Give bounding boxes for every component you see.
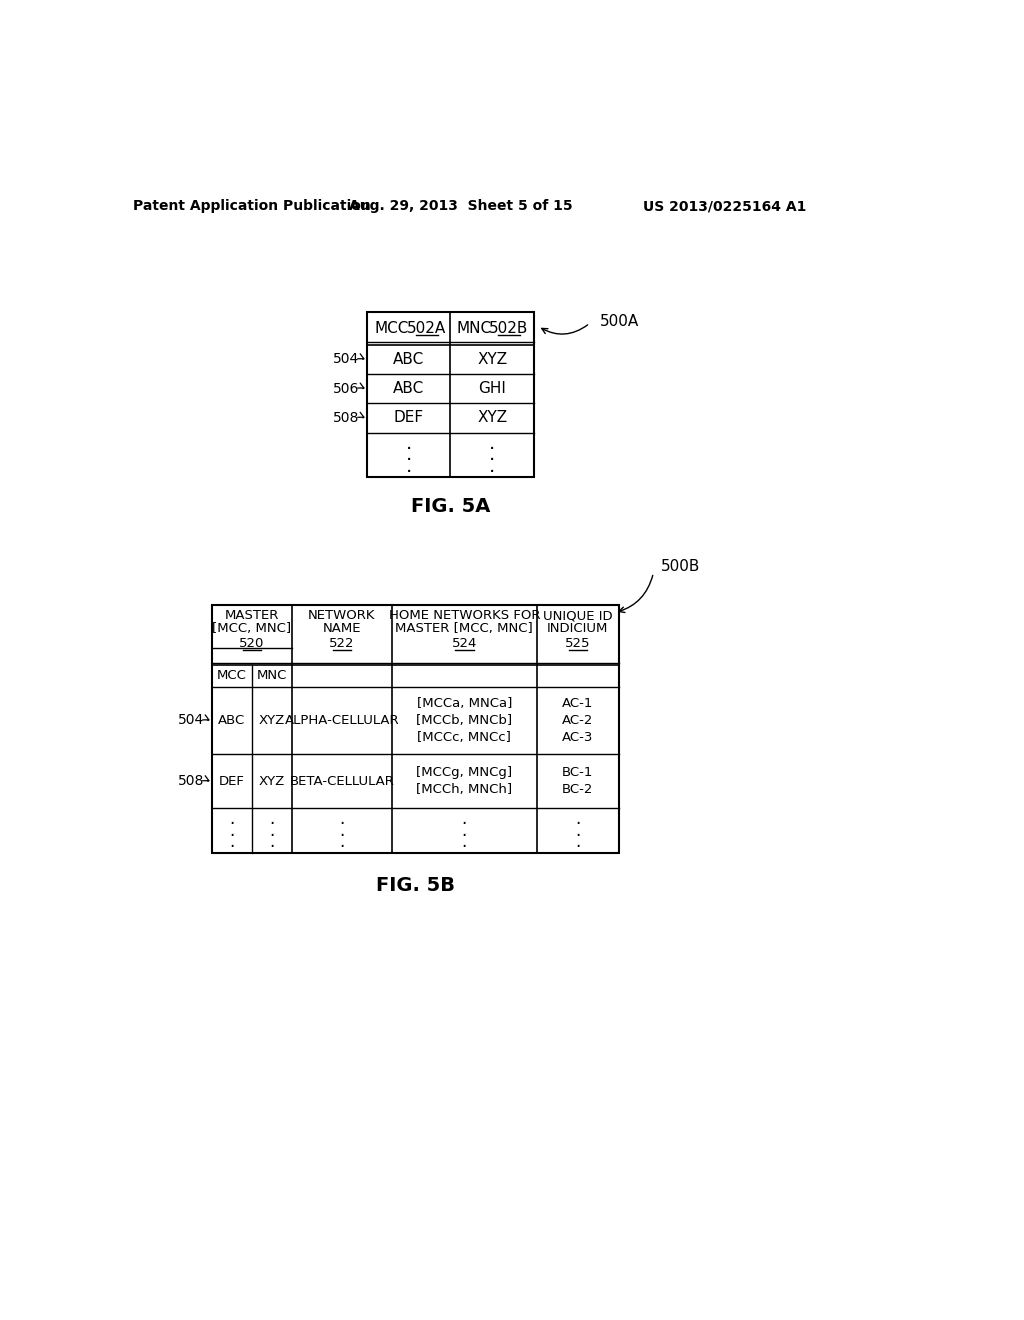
Text: HOME NETWORKS FOR: HOME NETWORKS FOR [388, 610, 540, 622]
Text: 520: 520 [240, 638, 264, 649]
Text: 524: 524 [452, 638, 477, 649]
Text: .: . [462, 810, 467, 829]
Text: .: . [489, 457, 496, 475]
Text: Patent Application Publication: Patent Application Publication [133, 199, 371, 213]
Text: .: . [339, 810, 344, 829]
Text: UNIQUE ID: UNIQUE ID [543, 610, 612, 622]
Text: AC-1: AC-1 [562, 697, 594, 710]
Text: XYZ: XYZ [477, 411, 507, 425]
Text: .: . [575, 833, 581, 851]
Text: FIG. 5B: FIG. 5B [376, 875, 455, 895]
Text: 522: 522 [329, 638, 354, 649]
Text: 504: 504 [333, 352, 359, 367]
Text: XYZ: XYZ [259, 714, 286, 727]
Text: US 2013/0225164 A1: US 2013/0225164 A1 [643, 199, 807, 213]
Text: 502B: 502B [489, 321, 528, 337]
Text: MASTER: MASTER [225, 610, 280, 622]
Text: .: . [406, 457, 412, 475]
Text: XYZ: XYZ [477, 352, 507, 367]
Text: .: . [269, 833, 274, 851]
Text: .: . [339, 821, 344, 840]
Text: ABC: ABC [393, 352, 424, 367]
Text: 508: 508 [333, 411, 359, 425]
Text: .: . [229, 833, 234, 851]
Text: 525: 525 [565, 638, 591, 649]
Text: [MCC, MNC]: [MCC, MNC] [212, 622, 292, 635]
Text: 500B: 500B [662, 558, 700, 574]
Text: [MCCh, MNCh]: [MCCh, MNCh] [417, 783, 512, 796]
Text: BETA-CELLULAR: BETA-CELLULAR [290, 775, 394, 788]
Text: [MCCb, MNCb]: [MCCb, MNCb] [417, 714, 512, 727]
Text: DEF: DEF [393, 411, 424, 425]
Text: .: . [575, 810, 581, 829]
Text: MNC: MNC [257, 669, 288, 682]
Text: .: . [406, 445, 412, 465]
Text: .: . [489, 434, 496, 453]
Text: .: . [269, 821, 274, 840]
Text: DEF: DEF [219, 775, 245, 788]
Text: .: . [406, 434, 412, 453]
Text: GHI: GHI [478, 381, 506, 396]
Text: 504: 504 [178, 714, 204, 727]
Text: NETWORK: NETWORK [308, 610, 376, 622]
Bar [367, 313, 535, 478]
Text: MNC: MNC [457, 321, 492, 337]
Text: BC-1: BC-1 [562, 767, 594, 779]
Text: .: . [229, 821, 234, 840]
Text: ABC: ABC [218, 714, 246, 727]
Text: BC-2: BC-2 [562, 783, 594, 796]
Text: NAME: NAME [323, 622, 361, 635]
Text: XYZ: XYZ [259, 775, 286, 788]
Text: [MCCc, MNCc]: [MCCc, MNCc] [418, 731, 511, 744]
Text: 500A: 500A [600, 314, 639, 329]
Text: AC-3: AC-3 [562, 731, 594, 744]
Text: .: . [462, 833, 467, 851]
Text: ALPHA-CELLULAR: ALPHA-CELLULAR [285, 714, 399, 727]
Text: 508: 508 [177, 775, 204, 788]
Text: Aug. 29, 2013  Sheet 5 of 15: Aug. 29, 2013 Sheet 5 of 15 [349, 199, 573, 213]
Bar [212, 605, 618, 853]
Text: .: . [339, 833, 344, 851]
Text: .: . [489, 445, 496, 465]
Text: AC-2: AC-2 [562, 714, 594, 727]
Text: FIG. 5A: FIG. 5A [411, 496, 490, 516]
Text: .: . [269, 810, 274, 829]
Text: 506: 506 [333, 381, 359, 396]
Text: MCC: MCC [217, 669, 247, 682]
Text: .: . [229, 810, 234, 829]
Text: 502A: 502A [408, 321, 446, 337]
Text: INDICIUM: INDICIUM [547, 622, 608, 635]
Text: [MCCa, MNCa]: [MCCa, MNCa] [417, 697, 512, 710]
Text: ABC: ABC [393, 381, 424, 396]
Text: .: . [462, 821, 467, 840]
Text: [MCCg, MNCg]: [MCCg, MNCg] [417, 767, 512, 779]
Text: MCC: MCC [375, 321, 409, 337]
Text: .: . [575, 821, 581, 840]
Text: MASTER [MCC, MNC]: MASTER [MCC, MNC] [395, 622, 534, 635]
